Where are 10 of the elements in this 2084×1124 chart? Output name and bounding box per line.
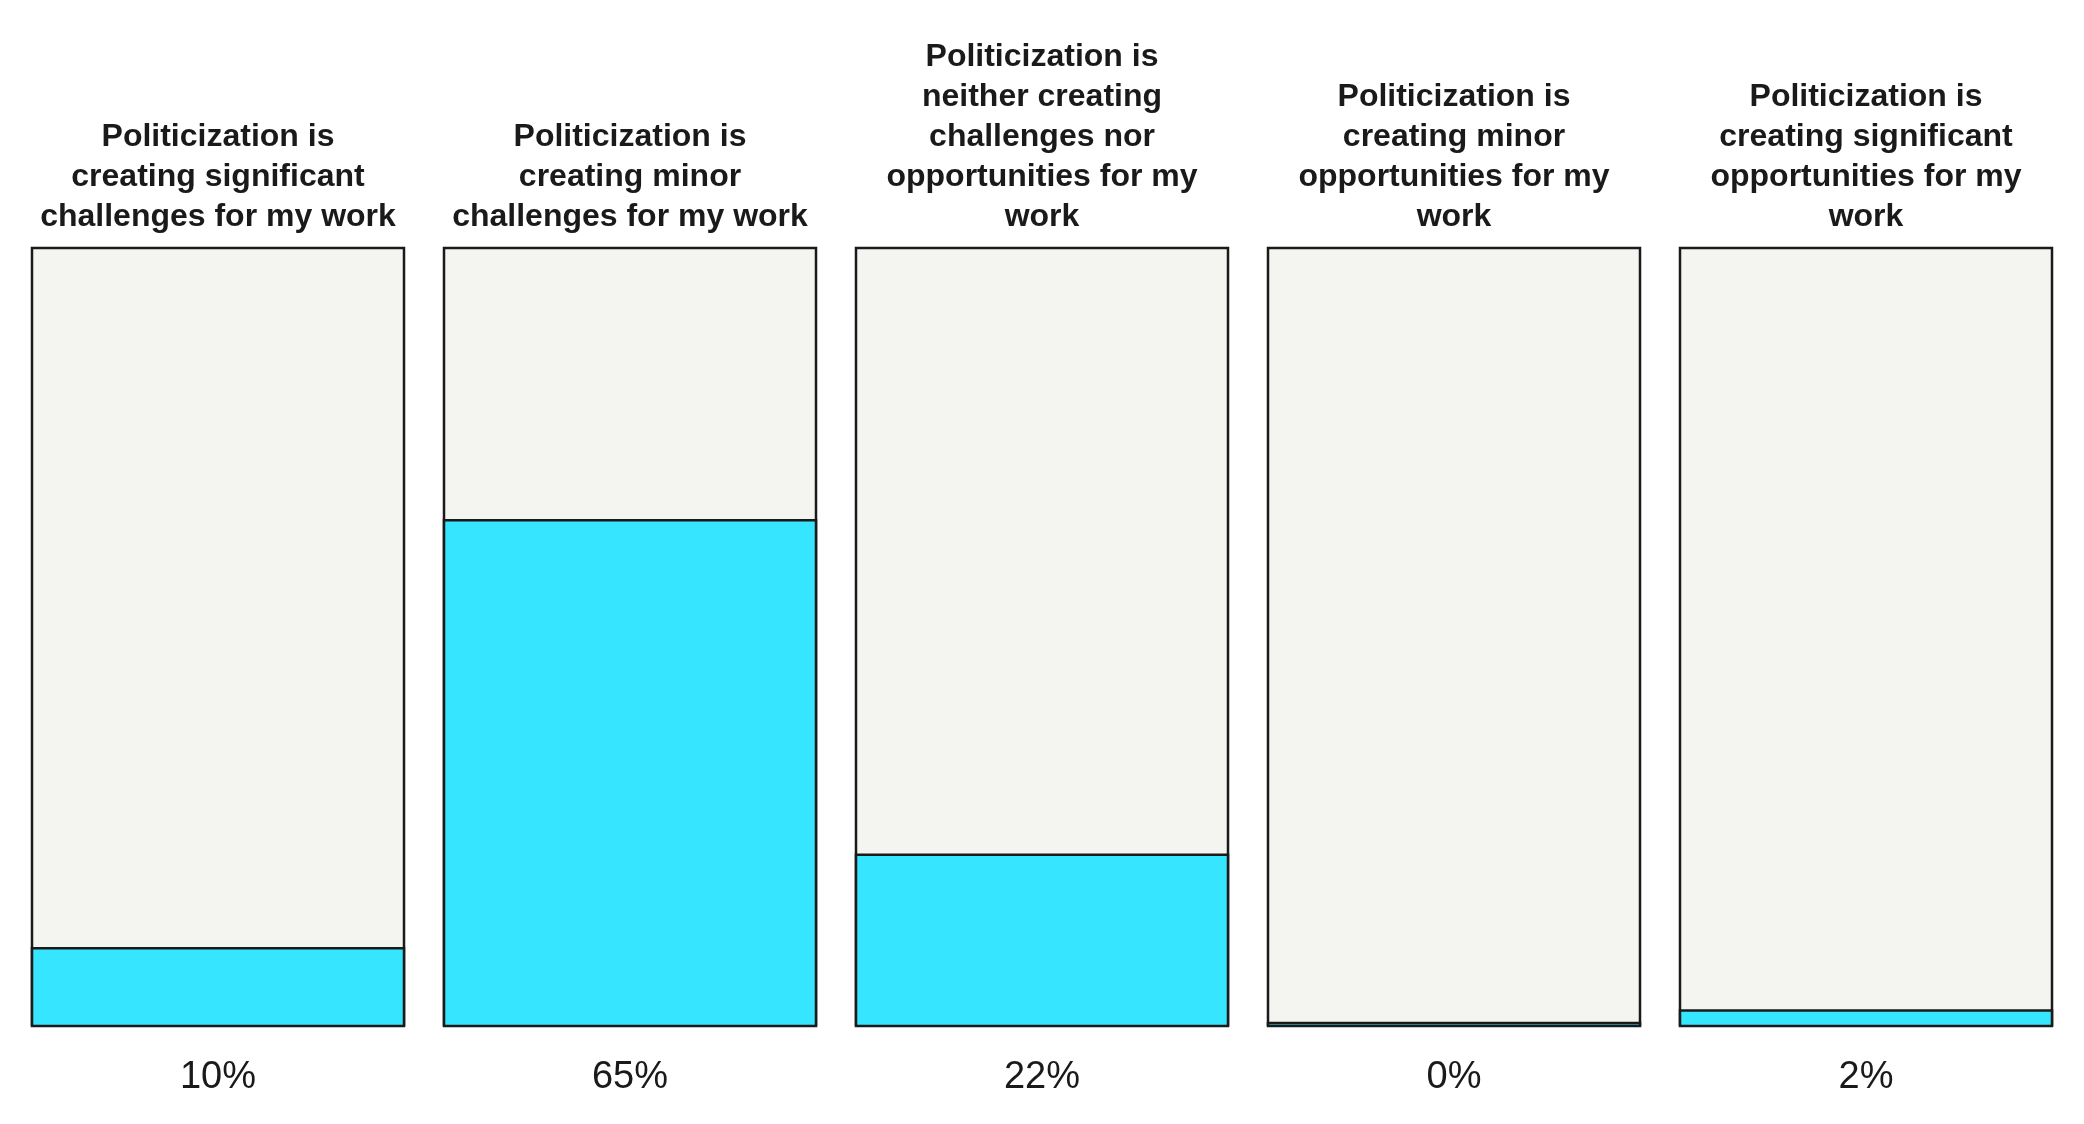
- data-label: 10%: [179, 1054, 257, 1096]
- data-label: 2%: [1838, 1054, 1894, 1096]
- x-tick-label: Politicization is creating minor opportunities for my work: [1298, 77, 1610, 233]
- x-tick-label: Politicization is neither creating challenges nor opportunities for my work: [886, 37, 1198, 233]
- x-tick-label: Politicization is creating significant challenges for my work: [40, 117, 397, 233]
- data-label: 65%: [591, 1054, 669, 1096]
- data-label: 22%: [1003, 1054, 1081, 1096]
- data-label: 0%: [1426, 1054, 1482, 1096]
- x-tick-label: Politicization is creating significant opportunities for my work: [1710, 77, 2022, 233]
- x-tick-label: Politicization is creating minor challenges for my work: [452, 117, 809, 233]
